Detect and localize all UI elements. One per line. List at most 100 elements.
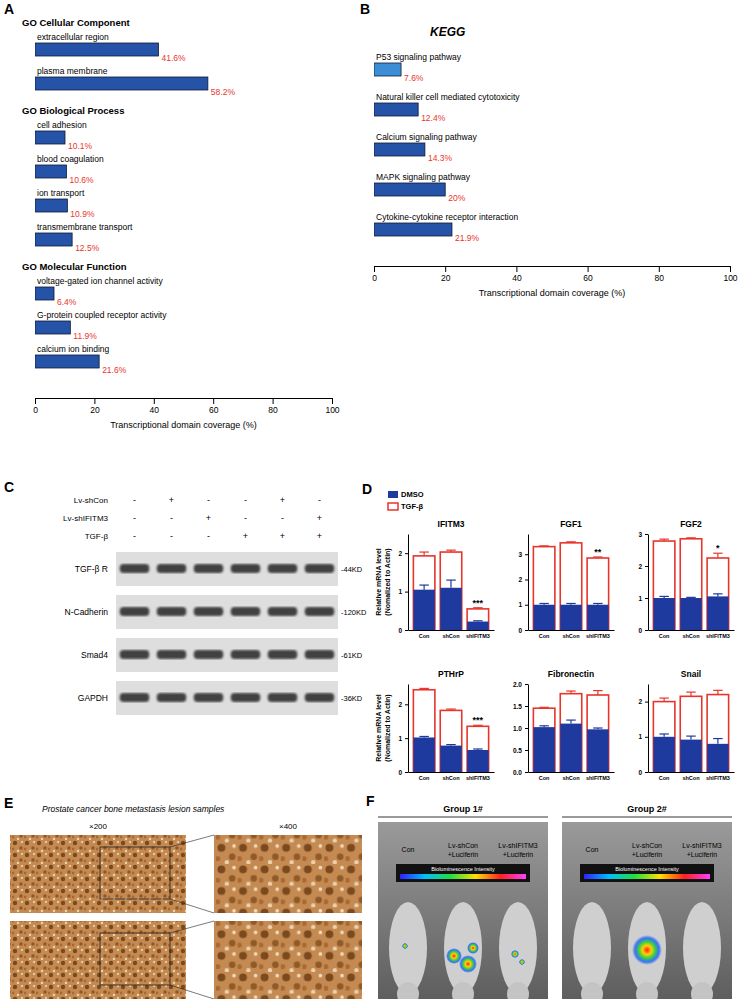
error-bar bbox=[446, 709, 455, 710]
bar bbox=[35, 321, 70, 334]
error-cap bbox=[446, 579, 455, 580]
tick: 1.0 bbox=[513, 725, 528, 732]
blot-band bbox=[194, 693, 224, 702]
tick: 20 bbox=[441, 266, 451, 283]
tick: shIFITM3 bbox=[586, 633, 610, 639]
error-cap bbox=[659, 733, 668, 734]
tick-mark bbox=[645, 534, 648, 535]
axis-line bbox=[36, 398, 333, 399]
tick-label: 100 bbox=[325, 405, 339, 415]
chart-panel: FGF1**0123ConshConshIFITM3 bbox=[518, 519, 614, 639]
inset-box bbox=[100, 847, 170, 899]
tick-mark bbox=[525, 728, 528, 729]
tick-mark bbox=[154, 398, 155, 404]
signal bbox=[467, 942, 479, 954]
bar bbox=[653, 541, 675, 630]
error-cap bbox=[419, 736, 428, 737]
axis: 0.00.51.01.52.0 bbox=[513, 681, 529, 776]
tick-mark bbox=[405, 630, 408, 631]
bar bbox=[707, 558, 729, 630]
tick-mark bbox=[525, 630, 528, 631]
condition-sign: - bbox=[244, 495, 247, 505]
colorbar-title: Bioluminescence Intensity bbox=[615, 866, 679, 872]
bar bbox=[533, 727, 555, 772]
size-label: -61KD bbox=[341, 651, 363, 660]
chart-title: Snail bbox=[681, 669, 701, 679]
mouse bbox=[628, 902, 666, 994]
data-label: 10.9% bbox=[70, 209, 95, 219]
bar bbox=[413, 737, 435, 772]
bar bbox=[440, 746, 462, 772]
bar-label: voltage-gated ion channel activity bbox=[37, 276, 163, 286]
error-cap bbox=[539, 725, 548, 726]
condition-sign: - bbox=[281, 513, 284, 523]
condition-sign: + bbox=[243, 531, 248, 541]
error-bar bbox=[686, 736, 695, 740]
significance: *** bbox=[473, 598, 484, 608]
bar bbox=[707, 744, 729, 772]
bars bbox=[413, 550, 488, 630]
error-cap bbox=[713, 593, 722, 594]
axis-title: Transcriptional domain coverage (%) bbox=[110, 420, 257, 430]
error-bar bbox=[713, 739, 722, 744]
signal bbox=[402, 943, 408, 949]
tick: 1 bbox=[638, 595, 648, 602]
condition-sign: - bbox=[207, 495, 210, 505]
tick-mark bbox=[645, 737, 648, 738]
bars bbox=[413, 688, 488, 772]
tick-mark bbox=[525, 750, 528, 751]
tick: Con bbox=[419, 775, 430, 781]
tick: shIFITM3 bbox=[706, 633, 730, 639]
data-label: 41.6% bbox=[162, 53, 187, 63]
inset-line bbox=[170, 921, 214, 933]
error-bar bbox=[539, 603, 548, 604]
ihc-image bbox=[214, 835, 362, 913]
error-cap bbox=[593, 690, 602, 691]
tick-label: 40 bbox=[150, 405, 160, 415]
bar bbox=[35, 43, 159, 56]
axis: 012 bbox=[398, 685, 408, 776]
error-cap bbox=[446, 550, 455, 551]
bar bbox=[35, 287, 54, 300]
error-cap bbox=[566, 603, 575, 604]
chart-panel: AGO Cellular Componentextracellular regi… bbox=[4, 1, 340, 430]
condition-label: Lv-shCon bbox=[74, 496, 108, 505]
error-cap bbox=[659, 697, 668, 698]
axis-line bbox=[529, 772, 615, 773]
chart-title: FGF1 bbox=[560, 519, 582, 529]
axis: 012 bbox=[638, 685, 648, 776]
blot-band bbox=[157, 607, 187, 616]
bar bbox=[413, 556, 435, 630]
tick-mark bbox=[405, 704, 408, 705]
ihc-image bbox=[10, 921, 186, 999]
tick: Con bbox=[659, 633, 670, 639]
tick: 0 bbox=[33, 398, 38, 415]
chart-title: PTHrP bbox=[438, 669, 464, 679]
error-cap bbox=[686, 537, 695, 538]
tick: Con bbox=[419, 633, 430, 639]
tick: shCon bbox=[562, 633, 580, 639]
tick-label: 40 bbox=[512, 273, 522, 283]
mouse-label: Lv-shCon bbox=[632, 842, 662, 849]
inset-line bbox=[170, 899, 214, 913]
axis: ConshConshIFITM3 bbox=[649, 773, 735, 781]
bar bbox=[533, 605, 555, 630]
blot-strip bbox=[116, 595, 338, 629]
error-cap bbox=[659, 539, 668, 540]
error-bar bbox=[593, 603, 602, 604]
data-label: 58.2% bbox=[211, 87, 236, 97]
tick-label: 1 bbox=[518, 601, 522, 608]
error-bar bbox=[473, 725, 482, 726]
blot-band bbox=[268, 607, 298, 616]
colorbar-frame bbox=[580, 864, 714, 882]
error-cap bbox=[686, 691, 695, 692]
bar-label: cell adhesion bbox=[37, 120, 87, 130]
error-cap bbox=[446, 744, 455, 745]
mouse-head bbox=[452, 982, 474, 999]
group-rule bbox=[378, 817, 548, 818]
blot-band bbox=[231, 564, 261, 573]
condition-sign: + bbox=[169, 495, 174, 505]
error-cap bbox=[539, 707, 548, 708]
blot-band bbox=[120, 607, 150, 616]
bar bbox=[35, 233, 72, 246]
